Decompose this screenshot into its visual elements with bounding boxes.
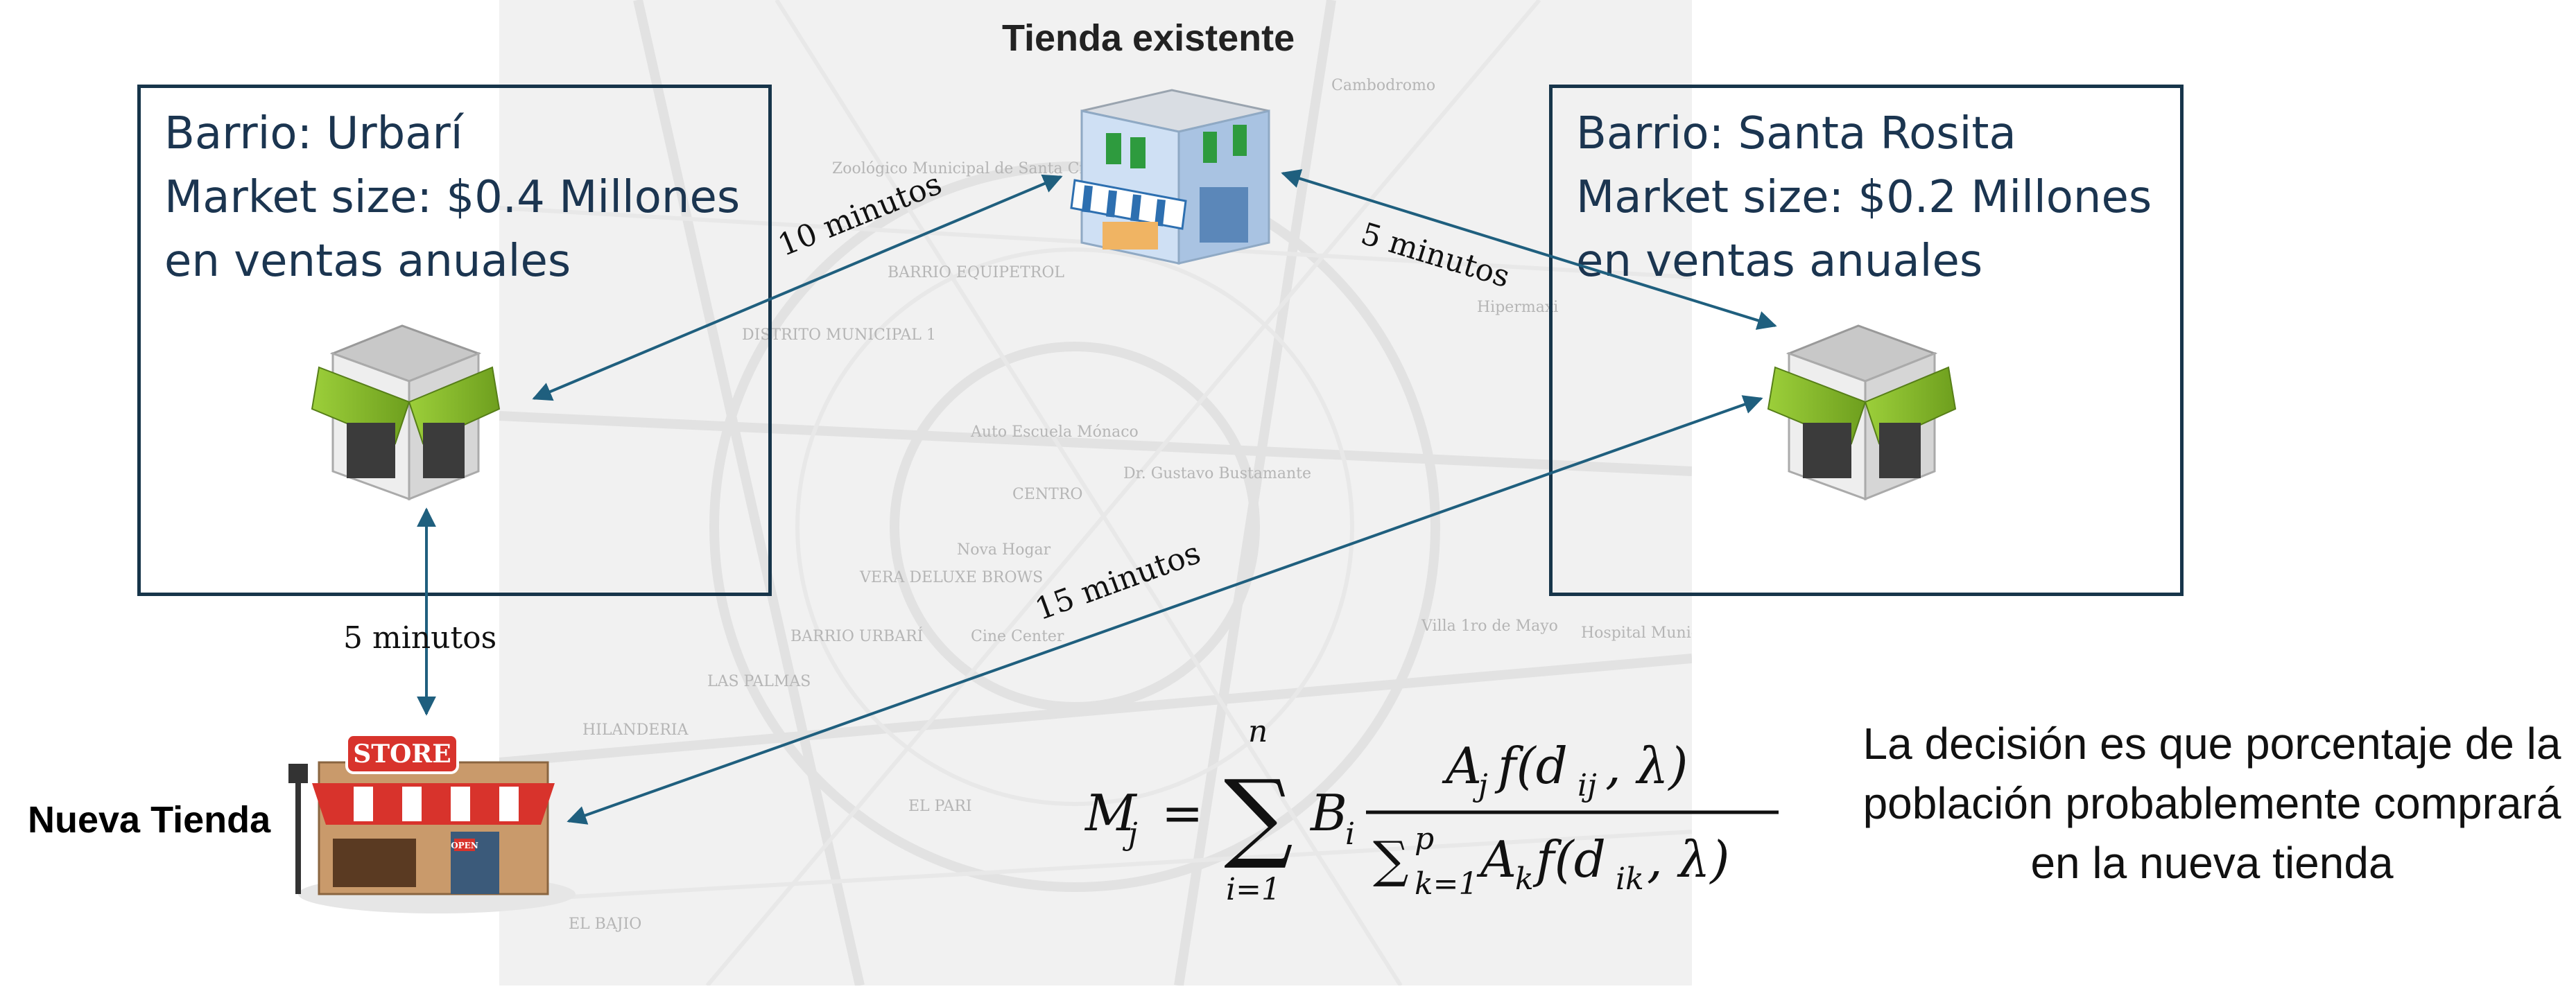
region-sales-note: en ventas anuales (164, 236, 571, 287)
svg-text:k: k (1515, 861, 1534, 897)
map-label: Cambodromo (1331, 77, 1435, 94)
urbari-store-icon (311, 324, 501, 501)
svg-text:, λ): , λ) (1647, 830, 1730, 889)
svg-text:ij: ij (1577, 768, 1597, 803)
svg-text:i: i (1345, 816, 1355, 852)
svg-text:∑: ∑ (1224, 760, 1293, 873)
arrow-urbari-existing (532, 174, 1063, 401)
time-label-urbari-new: 5 minutos (343, 620, 496, 656)
svg-text:∑: ∑ (1373, 830, 1408, 889)
map-label: Zoológico Municipal de Santa Cruz (832, 160, 1105, 177)
arrow-existing-santa (1281, 169, 1777, 330)
new-store-icon: STORE OPEN (288, 733, 576, 913)
svg-text:=: = (1161, 784, 1203, 842)
svg-text:f(d: f(d (1532, 830, 1606, 889)
santa-rosita-store-icon (1767, 324, 1957, 501)
region-box-urbari: Barrio: Urbarí Market size: $0.4 Millone… (137, 85, 772, 596)
svg-text:n: n (1248, 714, 1268, 749)
decision-text: La decisión es que porcentaje de la pobl… (1862, 719, 2561, 888)
region-name: Barrio: Urbarí (164, 108, 463, 159)
map-label: EL BAJIO (569, 916, 641, 933)
svg-text:k=1: k=1 (1415, 866, 1478, 902)
svg-text:f(d: f(d (1494, 737, 1568, 795)
time-label-existing-santa: 5 minutos (1357, 216, 1514, 295)
svg-text:M: M (1084, 784, 1138, 842)
svg-text:A: A (1442, 737, 1482, 795)
store-sign-text: STORE (353, 739, 451, 769)
open-sign-text: OPEN (451, 841, 478, 850)
svg-text:B: B (1309, 784, 1347, 842)
arrow-new-santa (567, 395, 1763, 825)
svg-text:ik: ik (1616, 861, 1644, 897)
time-label-urbari-existing: 10 minutos (773, 166, 946, 264)
new-store-label: Nueva Tienda (28, 799, 271, 841)
existing-store-title: Tienda existente (1002, 17, 1295, 59)
svg-text:, λ): , λ) (1605, 737, 1688, 795)
time-label-new-santa: 15 minutos (1030, 535, 1205, 627)
svg-text:A: A (1476, 830, 1516, 889)
svg-text:i=1: i=1 (1226, 872, 1281, 907)
huff-formula: M j = ∑ n i=1 B i A j f(d ij , λ) ∑ p k=… (1084, 714, 1779, 907)
existing-store-icon (1070, 89, 1270, 265)
region-name: Barrio: Santa Rosita (1576, 108, 2016, 159)
region-text-urbari: Barrio: Urbarí Market size: $0.4 Millone… (164, 102, 740, 293)
svg-text:p: p (1415, 821, 1434, 857)
